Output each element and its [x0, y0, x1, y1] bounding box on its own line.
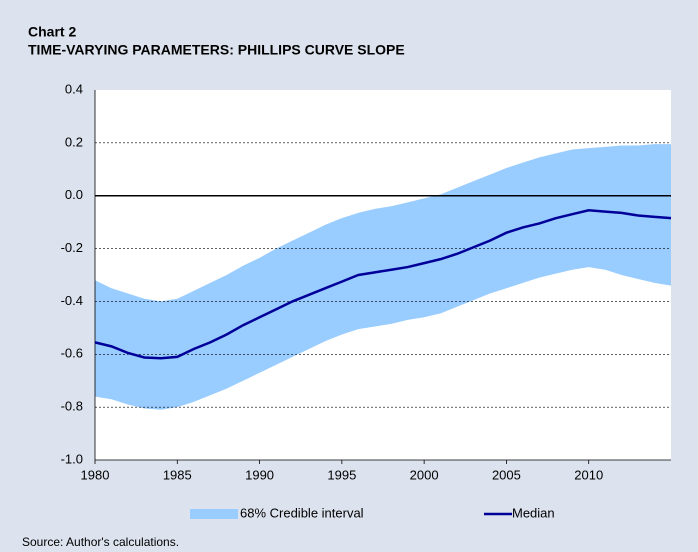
- x-tick-label: 2010: [574, 467, 603, 482]
- chart-title: Chart 2: [28, 24, 76, 40]
- y-tick-label: -0.4: [61, 293, 83, 308]
- y-tick-label: 0.4: [65, 81, 83, 96]
- y-tick-label: 0.2: [65, 134, 83, 149]
- legend-swatch: [190, 509, 238, 519]
- median-line: [94, 208, 672, 360]
- y-tick-label: -1.0: [61, 451, 83, 466]
- x-tick-label: 1990: [245, 467, 274, 482]
- x-tick-label: 1985: [163, 467, 192, 482]
- legend-label: 68% Credible interval: [240, 505, 364, 520]
- credible-band: [95, 144, 671, 410]
- x-tick-label: 2000: [410, 467, 439, 482]
- source-note: Source: Author's calculations.: [22, 535, 179, 549]
- chart-subtitle: TIME-VARYING PARAMETERS: PHILLIPS CURVE …: [28, 42, 405, 58]
- x-tick-label: 1980: [81, 467, 110, 482]
- y-tick-label: 0.0: [65, 187, 83, 202]
- x-tick-label: 2005: [492, 467, 521, 482]
- y-tick-label: -0.6: [61, 346, 83, 361]
- y-tick-label: -0.2: [61, 240, 83, 255]
- x-tick-label: 1995: [327, 467, 356, 482]
- legend-label: Median: [512, 505, 555, 520]
- y-tick-label: -0.8: [61, 399, 83, 414]
